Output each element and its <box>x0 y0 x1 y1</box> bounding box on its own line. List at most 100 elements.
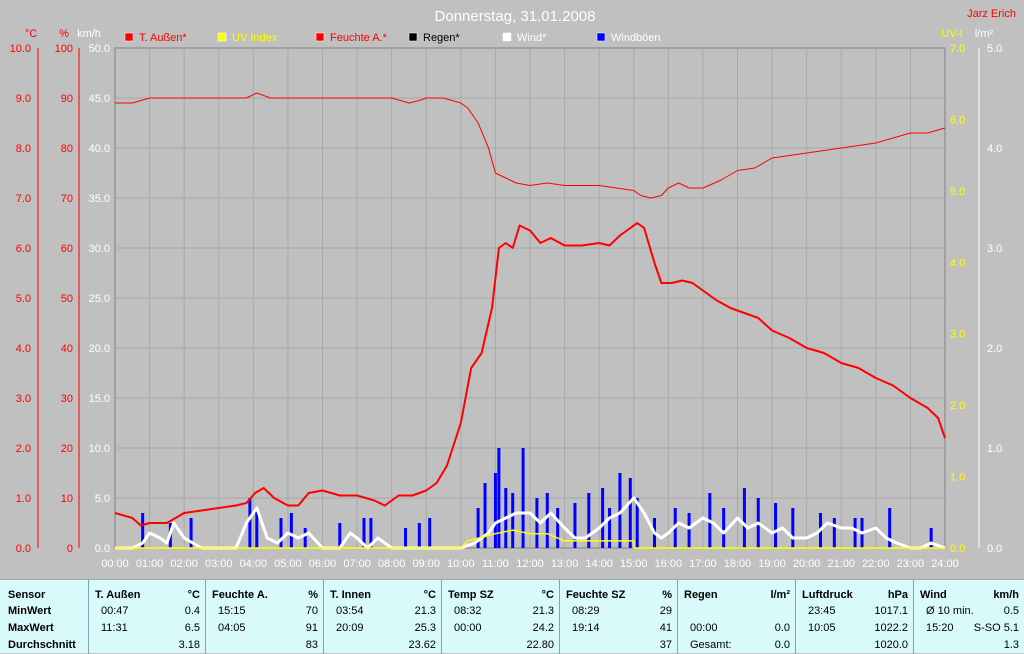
right-axis-uv-tick: 5.0 <box>950 186 965 198</box>
left-axis-kmh-tick: 50.0 <box>89 43 110 55</box>
x-tick-label: 10:00 <box>447 558 475 570</box>
stats-block: Wind km/h Ø 10 min. 0.5 15:20 S-SO 5.1 1.3 <box>913 580 1024 654</box>
stats-value: 70 <box>305 605 318 617</box>
legend-label: Windböen <box>611 32 661 44</box>
left-axis-percent-tick: 40 <box>61 343 73 355</box>
legend-label: UV Index <box>232 32 278 44</box>
stats-time: Ø 10 min. <box>926 605 974 617</box>
stats-time: 04:05 <box>218 622 246 634</box>
right-axis-rain-tick: 2.0 <box>987 343 1002 355</box>
legend-swatch <box>217 32 227 42</box>
left-axis-percent-unit: % <box>59 28 69 40</box>
stats-value: 24.2 <box>532 622 554 634</box>
stats-block-unit: % <box>308 589 318 601</box>
temperature-line <box>114 222 946 527</box>
right-axis-rain-unit: l/m² <box>975 28 994 40</box>
stats-time: 15:15 <box>218 605 246 617</box>
x-tick-label: 15:00 <box>620 558 648 570</box>
right-axis-rain-tick: 5.0 <box>987 43 1002 55</box>
stats-block-unit: km/h <box>993 589 1019 601</box>
left-axis-percent-tick: 90 <box>61 93 73 105</box>
left-axis-kmh-tick: 30.0 <box>89 243 110 255</box>
left-axis-celsius-unit: °C <box>25 28 37 40</box>
legend-label: Regen* <box>423 32 460 44</box>
stats-block-header: Luftdruck <box>802 589 853 601</box>
stats-block: Feuchte SZ% 08:29 29 19:14 41 37 <box>559 580 677 654</box>
stats-value: 37 <box>659 639 672 651</box>
stats-value: 23.62 <box>408 639 436 651</box>
stats-value: 25.3 <box>414 622 436 634</box>
stats-value: 0.0 <box>774 622 790 634</box>
right-axis-uv-tick: 1.0 <box>950 472 965 484</box>
left-axis-percent-tick: 0 <box>67 543 73 555</box>
left-axis-celsius-tick: 0.0 <box>16 543 31 555</box>
right-axis-rain-tick: 4.0 <box>987 143 1002 155</box>
left-axis-celsius-tick: 10.0 <box>10 43 31 55</box>
x-tick-label: 00:00 <box>101 558 129 570</box>
stats-value: 1.3 <box>1003 639 1019 651</box>
legend: T. Außen* UV Index Feuchte A.* Regen* Wind* W… <box>124 32 661 44</box>
x-tick-label: 06:00 <box>309 558 337 570</box>
right-axis-uv-tick: 6.0 <box>950 114 965 126</box>
left-axis-kmh-tick: 10.0 <box>89 443 110 455</box>
left-axis-kmh-tick: 40.0 <box>89 143 110 155</box>
chart-title: Donnerstag, 31.01.2008 <box>435 8 596 25</box>
left-axis-kmh-tick: 15.0 <box>89 393 110 405</box>
stats-sensor-header: Sensor <box>8 589 46 601</box>
stats-time: 23:45 <box>808 605 836 617</box>
stats-value: 3.18 <box>178 639 200 651</box>
legend-swatch <box>124 32 134 42</box>
left-axis-kmh-tick: 35.0 <box>89 193 110 205</box>
legend-swatch <box>315 32 325 42</box>
stats-time: 10:05 <box>808 622 836 634</box>
stats-time: 03:54 <box>336 605 364 617</box>
stats-value: 21.3 <box>532 605 554 617</box>
stats-block-unit: l/m² <box>770 589 790 601</box>
statistics-table: Sensor MinWert MaxWert Durchschnitt T. Außen… <box>0 579 1024 654</box>
x-tick-label: 14:00 <box>585 558 613 570</box>
stats-value: 1020.0 <box>874 639 908 651</box>
left-axis-celsius-tick: 6.0 <box>16 243 31 255</box>
left-axis-percent-tick: 100 <box>55 43 73 55</box>
stats-value: 41 <box>659 622 672 634</box>
stats-block-header: Feuchte A. <box>212 589 268 601</box>
right-axis-uv-tick: 7.0 <box>950 43 965 55</box>
stats-time: 08:29 <box>572 605 600 617</box>
x-tick-label: 20:00 <box>793 558 821 570</box>
x-tick-label: 07:00 <box>343 558 371 570</box>
stats-time: Gesamt: <box>690 639 732 651</box>
right-axis-uv-tick: 4.0 <box>950 257 965 269</box>
stats-block-unit: hPa <box>887 589 908 601</box>
left-axis-percent-tick: 50 <box>61 293 73 305</box>
stats-value: 0.5 <box>1003 605 1019 617</box>
stats-block: Regen l/m² 00:00 0.0 Gesamt: 0.0 <box>677 580 795 654</box>
left-axis-celsius-tick: 2.0 <box>16 443 31 455</box>
stats-value: 29 <box>659 605 672 617</box>
x-tick-label: 04:00 <box>240 558 268 570</box>
x-tick-label: 08:00 <box>378 558 406 570</box>
stats-time: 00:47 <box>101 605 129 617</box>
x-tick-label: 02:00 <box>170 558 198 570</box>
stats-time: 15:20 <box>926 622 954 634</box>
right-axis-uv-tick: 3.0 <box>950 329 965 341</box>
left-axis-percent-tick: 60 <box>61 243 73 255</box>
x-tick-label: 11:00 <box>482 558 509 570</box>
stats-block: T. Außen °C 00:47 0.4 11:31 6.5 3.18 <box>88 580 205 654</box>
left-axis-celsius-tick: 9.0 <box>16 93 31 105</box>
legend-swatch <box>502 32 512 42</box>
stats-block: Luftdruck hPa 23:45 1017.1 10:05 1022.2 1020.0 <box>795 580 913 654</box>
x-tick-label: 18:00 <box>724 558 752 570</box>
humidity-line <box>115 92 946 199</box>
stats-block-header: T. Außen <box>95 589 141 601</box>
x-tick-label: 09:00 <box>412 558 440 570</box>
stats-value: 1022.2 <box>874 622 908 634</box>
right-axis-rain-tick: 0.0 <box>987 543 1002 555</box>
weather-chart: Donnerstag, 31.01.2008 Jarz Erich °C 10.0… <box>10 8 1016 570</box>
stats-value: 91 <box>305 622 318 634</box>
stats-value: 0.0 <box>774 639 790 651</box>
stats-time: 00:00 <box>454 622 482 634</box>
left-axis-kmh-tick: 5.0 <box>95 493 110 505</box>
x-tick-label: 05:00 <box>274 558 302 570</box>
x-tick-label: 03:00 <box>205 558 233 570</box>
plot-area <box>114 92 946 550</box>
